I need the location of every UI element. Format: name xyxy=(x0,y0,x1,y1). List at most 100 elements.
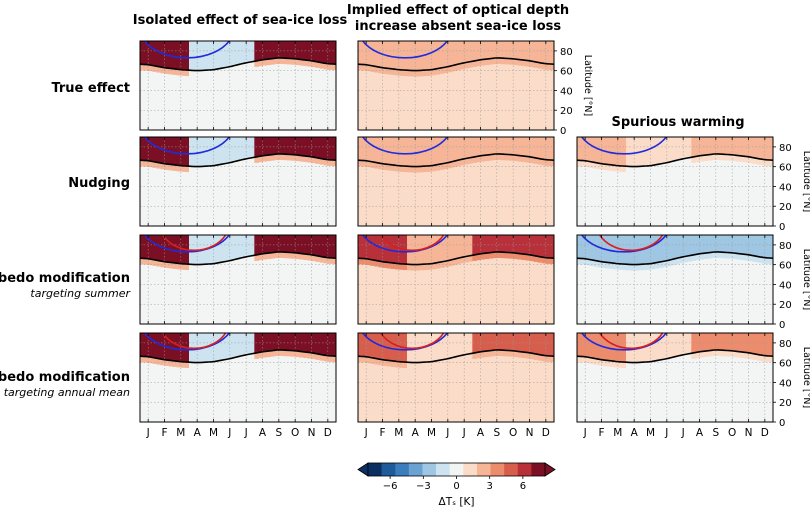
field-cell xyxy=(613,235,619,264)
field-cell xyxy=(366,41,371,66)
lat-tick-label: 60 xyxy=(779,163,792,174)
field-cell xyxy=(323,63,329,70)
month-tick-label: D xyxy=(542,427,550,439)
field-cell xyxy=(724,252,729,259)
field-cell xyxy=(719,137,725,155)
field-cell xyxy=(752,137,758,158)
colorbar-swatch xyxy=(531,463,546,476)
field-cell xyxy=(537,333,543,355)
field-cell xyxy=(193,137,198,167)
month-tick-label: A xyxy=(631,427,639,439)
colorbar-tick-label: −3 xyxy=(416,481,431,492)
field-cell xyxy=(225,41,231,68)
field-cell xyxy=(509,350,514,357)
field-cell xyxy=(650,333,656,362)
colorbar-swatch xyxy=(490,463,505,476)
field-cell xyxy=(513,235,518,254)
field-cell xyxy=(509,333,514,351)
contour-blue xyxy=(144,235,230,253)
field-cell xyxy=(221,163,227,170)
field-cell xyxy=(411,264,416,271)
field-cell xyxy=(152,41,157,66)
field-cell xyxy=(374,358,379,365)
field-cell xyxy=(670,137,676,162)
field-cell xyxy=(266,155,272,162)
field-cell xyxy=(148,357,153,364)
field-cell xyxy=(541,355,547,362)
field-cell xyxy=(419,362,424,369)
field-cell xyxy=(662,235,668,262)
lat-tick-label: 80 xyxy=(779,241,792,252)
month-tick-label: J xyxy=(681,427,685,439)
field-cell xyxy=(670,357,676,364)
field-cell xyxy=(736,155,741,162)
field-cell xyxy=(621,137,627,167)
field-cell xyxy=(152,259,157,266)
field-cell xyxy=(307,156,312,163)
contour-blue xyxy=(362,235,448,253)
field-cell xyxy=(529,333,535,354)
field-cell xyxy=(221,41,227,68)
field-cell xyxy=(744,254,749,261)
field-cell xyxy=(545,355,551,362)
field-cell xyxy=(480,235,486,254)
field-cell xyxy=(242,41,247,64)
field-cell xyxy=(666,162,672,169)
field-cell xyxy=(246,62,251,69)
month-tick-label: N xyxy=(526,427,534,439)
field-cell xyxy=(274,333,280,351)
month-tick-label: J xyxy=(664,427,668,439)
field-cell xyxy=(764,159,770,166)
field-cell xyxy=(703,333,709,352)
field-cell xyxy=(319,333,325,355)
field-cell xyxy=(509,58,514,65)
field-cell xyxy=(496,153,502,160)
field-cell xyxy=(144,160,149,167)
field-cell xyxy=(358,41,363,65)
field-cell xyxy=(630,166,635,173)
contour-black xyxy=(358,153,554,168)
field-cell xyxy=(666,235,672,261)
field-cell xyxy=(613,165,619,172)
field-cell xyxy=(715,333,721,350)
field-cell xyxy=(537,62,543,69)
field-cell xyxy=(666,137,672,163)
field-cell xyxy=(358,356,363,363)
field-cell xyxy=(679,137,684,160)
field-cell xyxy=(431,165,437,172)
field-cell xyxy=(513,333,518,352)
month-tick-label: J xyxy=(146,427,150,439)
field-cell xyxy=(549,41,554,65)
field-cell xyxy=(217,164,223,171)
field-cell xyxy=(266,333,272,352)
field-cell xyxy=(505,41,510,59)
field-cell xyxy=(613,333,619,362)
field-cell xyxy=(468,61,473,68)
field-cell xyxy=(217,68,223,75)
panel-field xyxy=(577,235,773,324)
colorbar-swatch xyxy=(422,463,437,476)
field-cell xyxy=(492,137,498,155)
field-cell xyxy=(327,41,333,64)
field-cell xyxy=(287,154,292,161)
field-cell xyxy=(646,137,651,166)
field-cell xyxy=(233,357,239,364)
field-cell xyxy=(291,58,296,65)
field-cell xyxy=(427,41,432,70)
month-tick-label: A xyxy=(259,427,267,439)
field-cell xyxy=(315,333,321,354)
field-cell xyxy=(398,41,404,70)
field-cell xyxy=(744,235,749,255)
field-cell xyxy=(736,137,741,156)
field-cell xyxy=(164,163,170,170)
field-cell xyxy=(156,66,161,73)
field-cell xyxy=(740,235,745,255)
field-cell xyxy=(291,137,296,155)
field-cell xyxy=(642,166,647,173)
field-cell xyxy=(756,137,762,159)
field-cell xyxy=(670,161,676,168)
field-cell xyxy=(172,68,178,75)
field-cell xyxy=(728,252,733,259)
panel-field xyxy=(358,235,554,324)
